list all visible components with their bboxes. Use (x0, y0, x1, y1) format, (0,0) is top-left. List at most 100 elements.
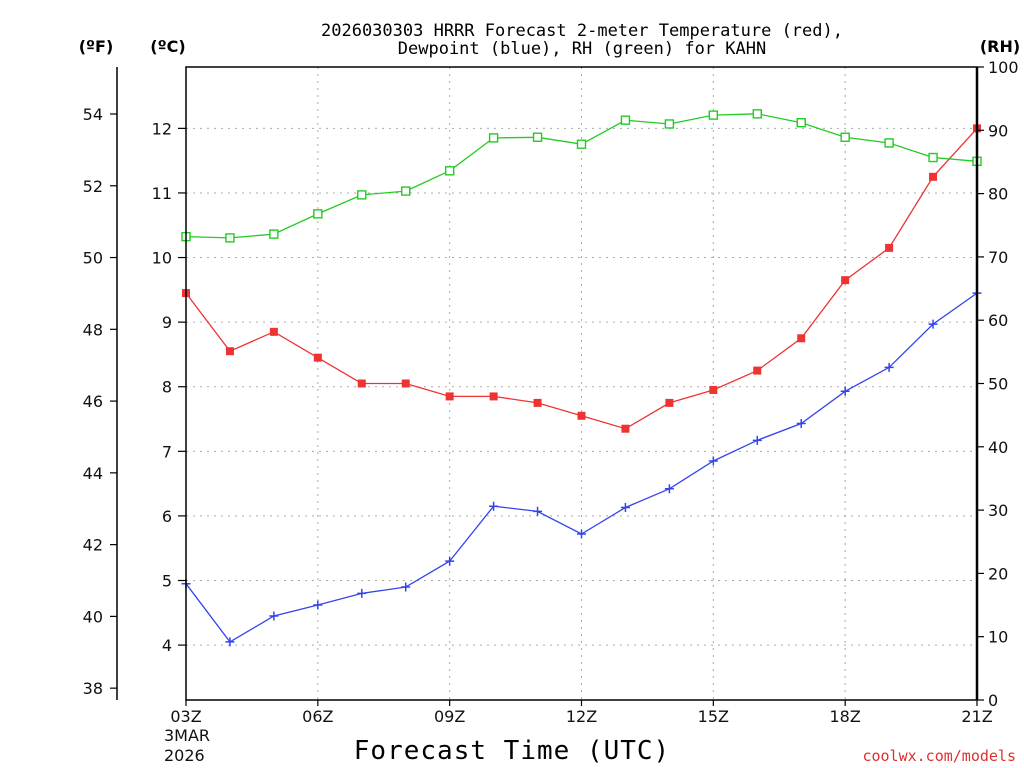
fahrenheit-tick-label-52: 52 (83, 177, 103, 196)
temperature-point (621, 424, 630, 433)
rh-tick-label-20: 20 (988, 564, 1008, 583)
fahrenheit-tick-label-54: 54 (83, 105, 103, 124)
fahrenheit-tick-label-48: 48 (83, 320, 103, 339)
dewpoint-point (884, 362, 894, 372)
celsius-tick-label-4: 4 (162, 636, 172, 655)
fahrenheit-tick-label-46: 46 (83, 392, 103, 411)
date-label-month: 3MAR (164, 726, 210, 745)
rh-point (752, 109, 762, 119)
celsius-tick-label-5: 5 (162, 572, 172, 591)
rh-point (664, 119, 675, 129)
dewpoint-point (664, 484, 674, 494)
rh-series-line (185, 113, 978, 239)
celsius-tick-label-7: 7 (162, 442, 172, 461)
dewpoint-point (445, 556, 455, 566)
axes-group: 03Z 06Z 09Z 12Z 15Z 18Z 21Z 4 5 6 7 8 9 10 11 12 38 40 42 4… (83, 58, 1019, 726)
rh-tick-label-90: 90 (988, 121, 1008, 140)
rh-tick-label-30: 30 (988, 501, 1008, 520)
x-tick-label-09Z: 09Z (434, 707, 465, 726)
rh-tick-label-100: 100 (988, 58, 1019, 77)
rh-point (840, 132, 850, 142)
fahrenheit-tick-label-38: 38 (83, 679, 103, 698)
celsius-tick-label-6: 6 (162, 507, 172, 526)
source-watermark: coolwx.com/models (862, 747, 1016, 765)
rh-point (928, 152, 938, 163)
rh-point (708, 110, 719, 120)
temperature-point (929, 172, 938, 181)
celsius-tick-label-12: 12 (152, 119, 172, 138)
fahrenheit-tick-label-40: 40 (83, 607, 103, 626)
dewpoint-point (752, 435, 762, 445)
rh-point (620, 115, 631, 125)
x-tick-label-06Z: 06Z (302, 707, 333, 726)
dewpoint-point (840, 386, 850, 396)
rh-tick-label-0: 0 (988, 691, 998, 710)
rh-point (532, 132, 543, 142)
rh-tick-label-60: 60 (988, 311, 1008, 330)
temperature-point (665, 398, 674, 407)
x-tick-label-21Z: 21Z (961, 707, 992, 726)
rh-point (313, 209, 323, 219)
rh-point (488, 133, 499, 143)
celsius-tick-label-11: 11 (152, 184, 172, 203)
rh-point (269, 229, 279, 239)
dewpoint-point (269, 611, 279, 621)
rh-tick-label-70: 70 (988, 248, 1008, 267)
dewpoint-point (313, 600, 323, 610)
rh-point (444, 166, 455, 176)
temperature-point (313, 353, 322, 362)
dewpoint-point (796, 419, 806, 429)
rh-point (884, 138, 894, 148)
x-tick-label-15Z: 15Z (698, 707, 729, 726)
rh-point (401, 186, 411, 196)
dewpoint-point (708, 456, 718, 466)
fahrenheit-tick-label-44: 44 (83, 464, 103, 483)
rh-point (357, 190, 367, 200)
chart-title-line1: 2026030303 HRRR Forecast 2-meter Tempera… (321, 21, 843, 41)
temperature-point (225, 347, 234, 356)
temperature-point (445, 392, 454, 401)
dewpoint-point (533, 506, 543, 516)
temperature-point (533, 398, 542, 407)
temperature-point (577, 411, 586, 420)
x-tick-label-18Z: 18Z (830, 707, 861, 726)
temperature-point (709, 385, 718, 394)
dewpoint-point (577, 529, 586, 539)
celsius-tick-label-8: 8 (162, 378, 172, 397)
celsius-tick-label-9: 9 (162, 313, 172, 332)
fahrenheit-tick-label-50: 50 (83, 249, 103, 268)
rh-tick-label-10: 10 (988, 628, 1008, 647)
rh-tick-label-50: 50 (988, 375, 1008, 394)
rh-point (796, 118, 806, 128)
temperature-point (841, 276, 850, 285)
dewpoint-point (357, 588, 367, 598)
temperature-point (489, 392, 498, 401)
chart-title-line2: Dewpoint (blue), RH (green) for KAHN (398, 39, 766, 59)
celsius-unit-label: (ºC) (150, 37, 185, 56)
gridlines (186, 67, 977, 700)
dewpoint-point (401, 582, 411, 592)
temperature-point (269, 327, 278, 336)
fahrenheit-tick-label-42: 42 (83, 536, 103, 555)
rh-tick-label-40: 40 (988, 438, 1008, 457)
rh-unit-label: (RH) (980, 37, 1020, 56)
rh-tick-label-80: 80 (988, 185, 1008, 204)
temperature-point (357, 379, 366, 388)
dewpoint-point (620, 503, 630, 513)
temperature-point (885, 243, 894, 252)
rh-point (576, 139, 587, 149)
fahrenheit-unit-label: (ºF) (79, 37, 114, 56)
date-label-year: 2026 (164, 746, 205, 765)
celsius-tick-label-10: 10 (152, 249, 172, 268)
x-tick-label-12Z: 12Z (566, 707, 597, 726)
dewpoint-point (489, 501, 499, 511)
rh-point (225, 233, 235, 243)
x-axis-title: Forecast Time (UTC) (354, 736, 670, 766)
x-tick-label-03Z: 03Z (170, 707, 201, 726)
dewpoint-point (928, 319, 938, 329)
temperature-point (753, 366, 762, 375)
temperature-point (797, 334, 806, 343)
temperature-point (401, 379, 410, 388)
dewpoint-point (225, 637, 235, 647)
